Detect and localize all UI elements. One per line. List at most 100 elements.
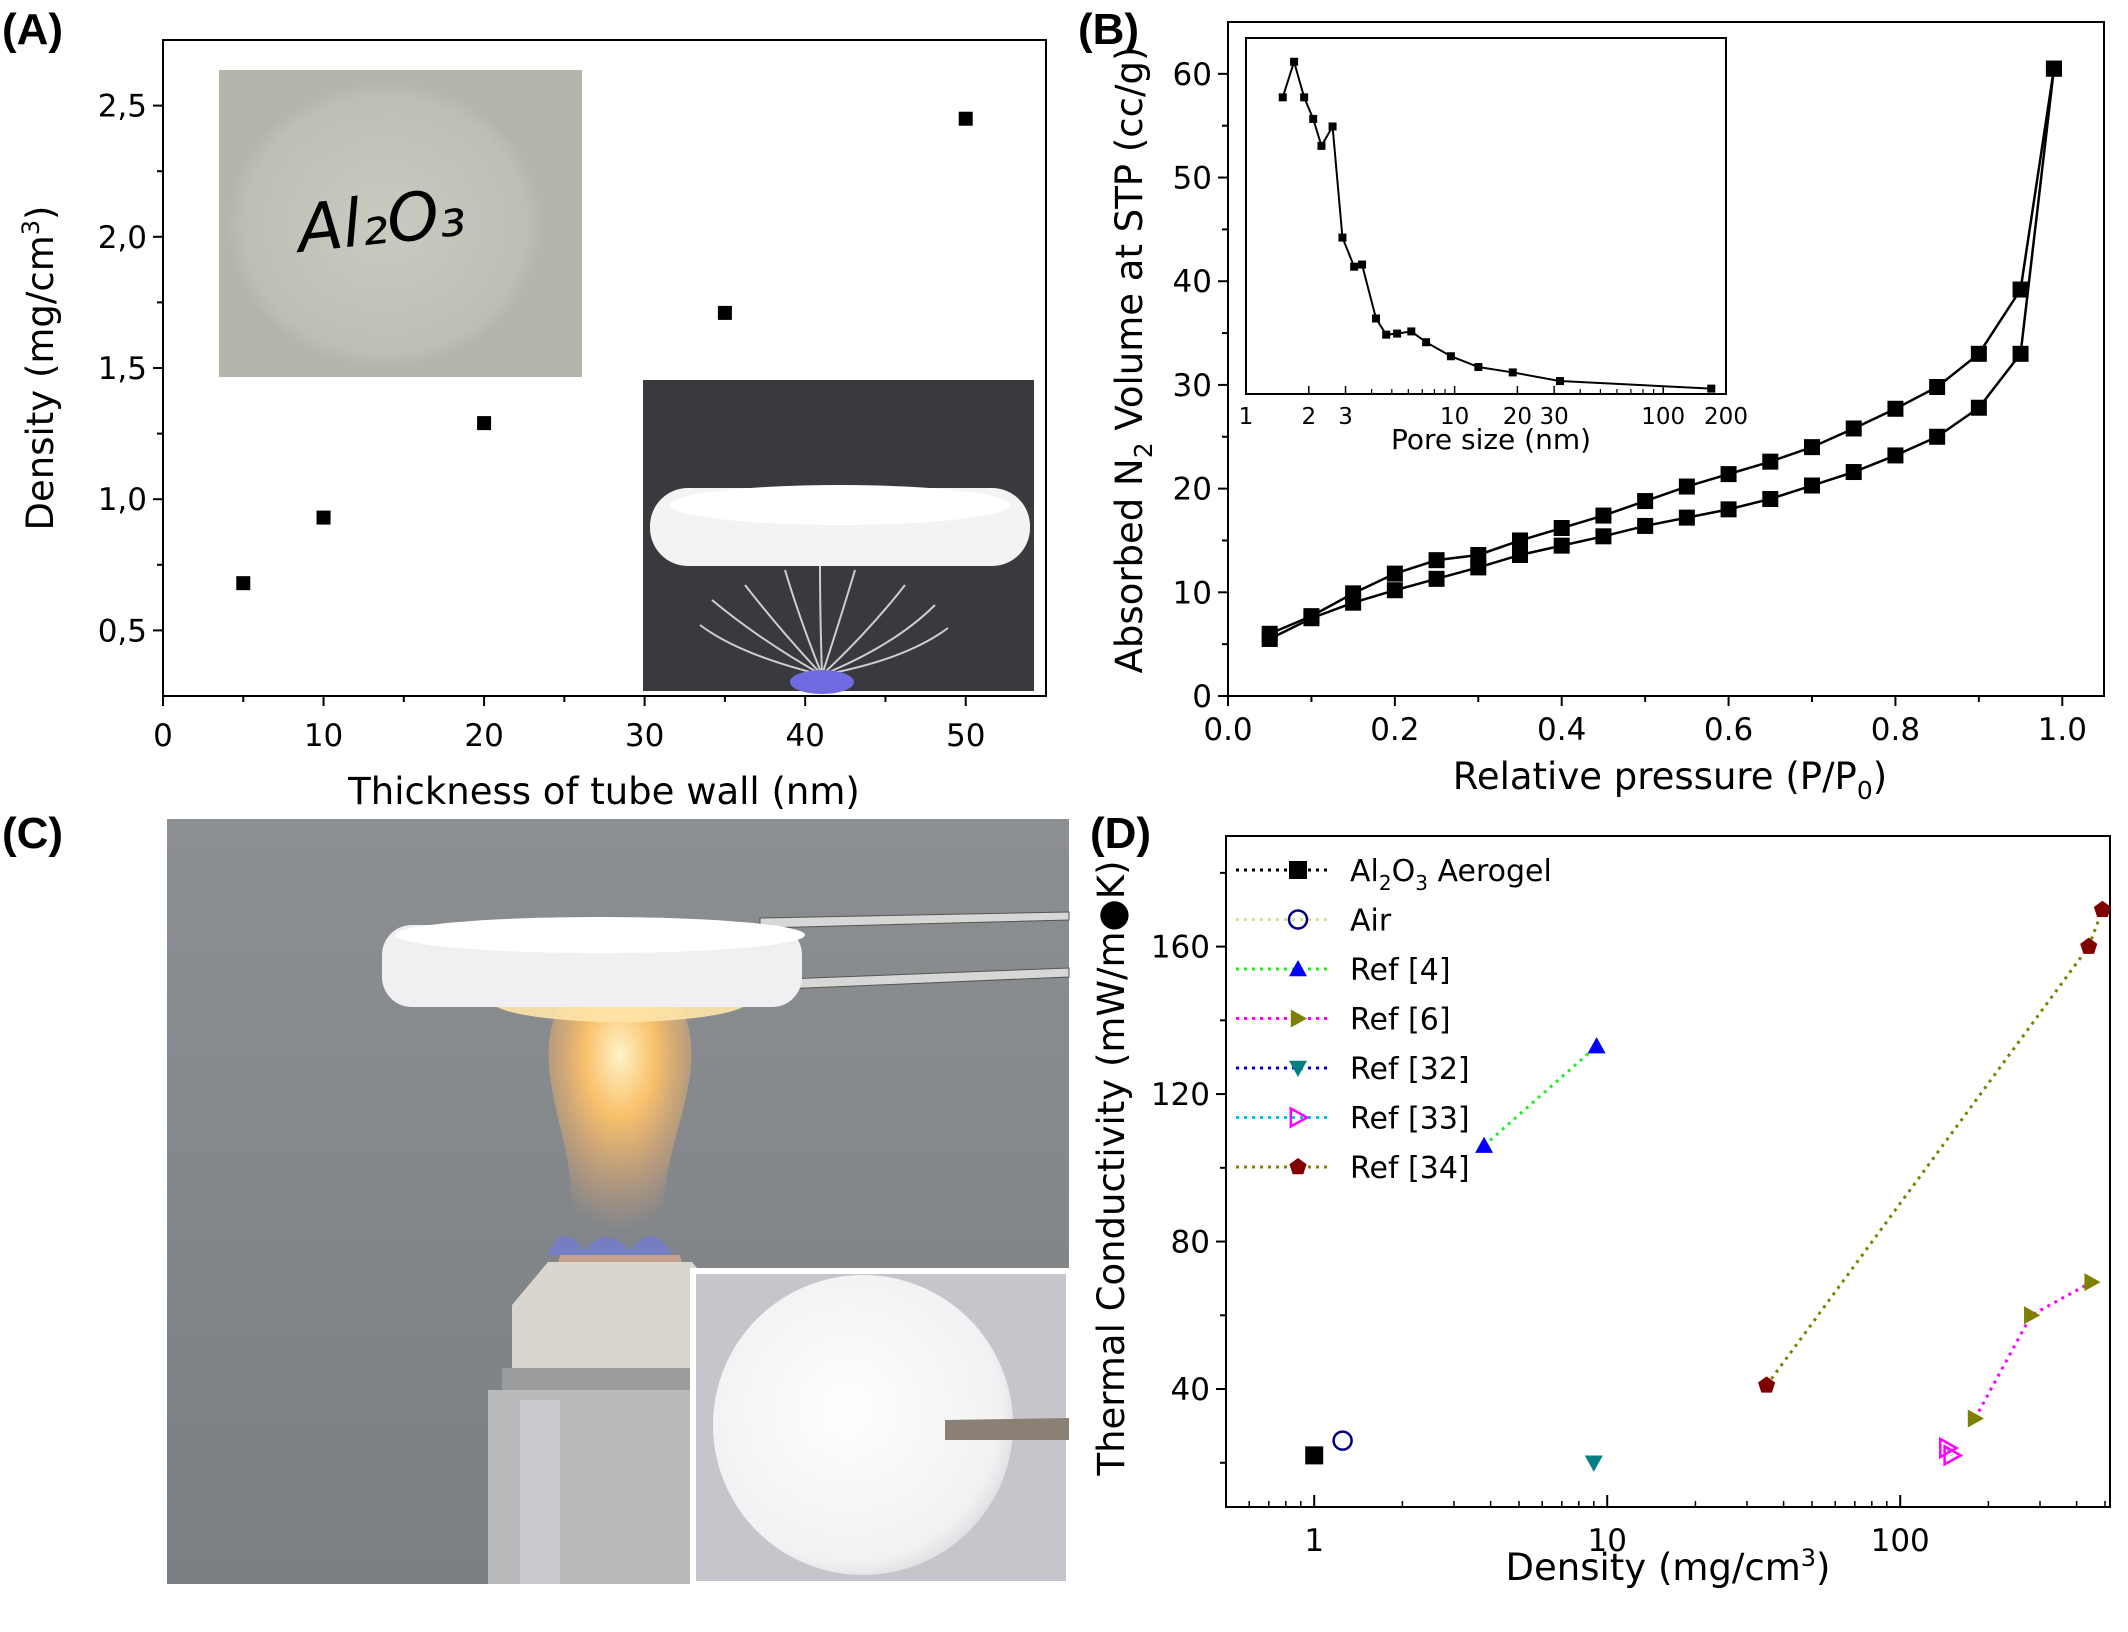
inset-x-tick-label: 200 — [1704, 404, 1748, 430]
x-tick-label: 20 — [464, 718, 503, 754]
x-tick-label: 30 — [625, 718, 664, 754]
data-point — [717, 305, 732, 320]
data-point — [1678, 509, 1695, 526]
y-tick-label: 60 — [1173, 57, 1212, 93]
legend-marker — [1289, 960, 1307, 977]
panel-b-ticks: 0.0 0.2 0.4 0.6 0.8 1.0 0 10 20 30 40 50 60 — [1173, 57, 2087, 748]
x-tick-label: 10 — [1587, 1523, 1626, 1559]
legend-label-part: Aerogel — [1428, 854, 1552, 889]
data-point — [2045, 60, 2062, 77]
data-point — [1345, 585, 1362, 602]
data-point — [1428, 552, 1445, 569]
inset-data-point — [1278, 93, 1287, 102]
legend-label: Ref [34] — [1350, 1151, 1470, 1186]
legend-label: Al2O3 Aerogel — [1350, 854, 1552, 895]
inset-x-tick-label: 30 — [1539, 404, 1568, 430]
panel-b-xlabel: Relative pressure (P/P0) — [1453, 755, 1887, 805]
inset-data-point — [1358, 260, 1367, 269]
data-point — [2084, 1273, 2101, 1292]
x-tick-label: 1.0 — [2038, 712, 2087, 748]
x-tick-label: 100 — [1871, 1523, 1930, 1559]
legend-label-part: 3 — [1415, 871, 1428, 895]
data-point — [1332, 1430, 1353, 1451]
inset-data-point — [1555, 377, 1564, 386]
data-point — [1553, 537, 1570, 554]
panel-a-ylabel: Density (mg/cm3) — [17, 206, 62, 531]
panel-a-photo-bottom-right — [643, 380, 1034, 694]
y-tick-label: 80 — [1171, 1225, 1210, 1261]
data-point — [1804, 439, 1820, 456]
data-point — [1595, 528, 1612, 545]
data-point — [1587, 1037, 1606, 1054]
panel-d-ticks: 1 10 100 40 80 120 160 — [1151, 871, 2106, 1559]
x-tick-label: 0.4 — [1537, 712, 1586, 748]
inset-data-point — [1372, 314, 1381, 323]
inset-x-tick-label: 3 — [1338, 404, 1353, 430]
legend-label: Ref [32] — [1350, 1052, 1470, 1087]
inset-data-point — [1446, 352, 1455, 361]
data-point — [1758, 1376, 1776, 1393]
data-point — [1804, 477, 1820, 494]
inset-data-point — [1290, 57, 1299, 66]
panel-b-axes-frame — [1227, 21, 2105, 697]
x-tick-label: 10 — [304, 718, 343, 754]
data-point — [958, 111, 973, 126]
data-point — [1637, 517, 1654, 534]
series-line — [1483, 1045, 1598, 1147]
data-point — [1678, 478, 1695, 495]
inset-x-tick-label: 100 — [1641, 404, 1685, 430]
data-point — [316, 510, 331, 525]
legend-label: Ref [33] — [1350, 1102, 1470, 1137]
y-tick-label: 160 — [1151, 930, 1210, 966]
panel-b-inset-xlabel: Pore size (nm) — [1391, 423, 1591, 456]
panel-a-photo-handwriting: Al₂O₃ — [290, 174, 469, 269]
legend-marker — [1289, 1158, 1307, 1175]
inset-data-point — [1422, 338, 1431, 347]
data-point — [1845, 464, 1862, 481]
data-point — [1428, 570, 1445, 587]
y-tick-label: 2,5 — [98, 89, 147, 125]
legend-label: Air — [1350, 904, 1392, 939]
y-tick-label: 2,0 — [98, 220, 147, 256]
data-point — [1720, 466, 1737, 483]
panel-d-plot — [1305, 900, 2111, 1472]
panel-a-xlabel: Thickness of tube wall (nm) — [347, 770, 860, 813]
inset-x-tick-label: 10 — [1440, 404, 1469, 430]
legend-marker — [1290, 1009, 1307, 1028]
y-tick-label: 1,5 — [98, 351, 147, 387]
y-tick-label: 30 — [1173, 368, 1212, 404]
series-line — [1765, 909, 2104, 1387]
inset-data-point — [1382, 330, 1391, 339]
data-point — [1470, 546, 1487, 563]
x-tick-label: 1 — [1304, 1523, 1324, 1559]
panel-d-axes-frame — [1225, 835, 2111, 1508]
data-point — [2080, 937, 2098, 954]
data-point — [1967, 1409, 1985, 1428]
data-point — [1929, 428, 1946, 445]
panel-b-plot — [1261, 60, 2062, 647]
legend-marker — [1289, 861, 1307, 879]
data-point — [1470, 559, 1487, 576]
panel-b-inset-plot: 1 2 3 10 20 30 100 200 — [1239, 57, 1748, 430]
panel-a-ticks: 0 10 20 30 40 50 0,5 1,0 1,5 2,0 2,5 — [98, 89, 986, 754]
inset-data-point — [1508, 368, 1517, 377]
data-point — [1386, 582, 1403, 599]
inset-x-tick-label: 1 — [1239, 404, 1254, 430]
y-tick-label: 10 — [1173, 575, 1212, 611]
data-point — [2012, 345, 2029, 362]
data-point — [1475, 1136, 1494, 1153]
y-tick-label: 40 — [1171, 1372, 1210, 1408]
inset-data-point — [1317, 141, 1326, 150]
x-tick-label: 0.8 — [1871, 712, 1920, 748]
y-tick-label: 20 — [1173, 472, 1212, 508]
panel-c: (C) — [2, 809, 1072, 1587]
data-point — [1929, 378, 1946, 395]
data-point — [1970, 345, 1987, 362]
panel-c-photo-inset — [690, 1268, 1072, 1587]
inset-data-point — [1350, 262, 1359, 271]
data-point — [477, 416, 492, 431]
data-point — [1261, 625, 1278, 642]
legend-marker — [1287, 909, 1309, 930]
panel-d: (D) 1 10 100 40 80 120 160 Al2O3 Aerogel Air Ref… — [1090, 809, 2111, 1589]
